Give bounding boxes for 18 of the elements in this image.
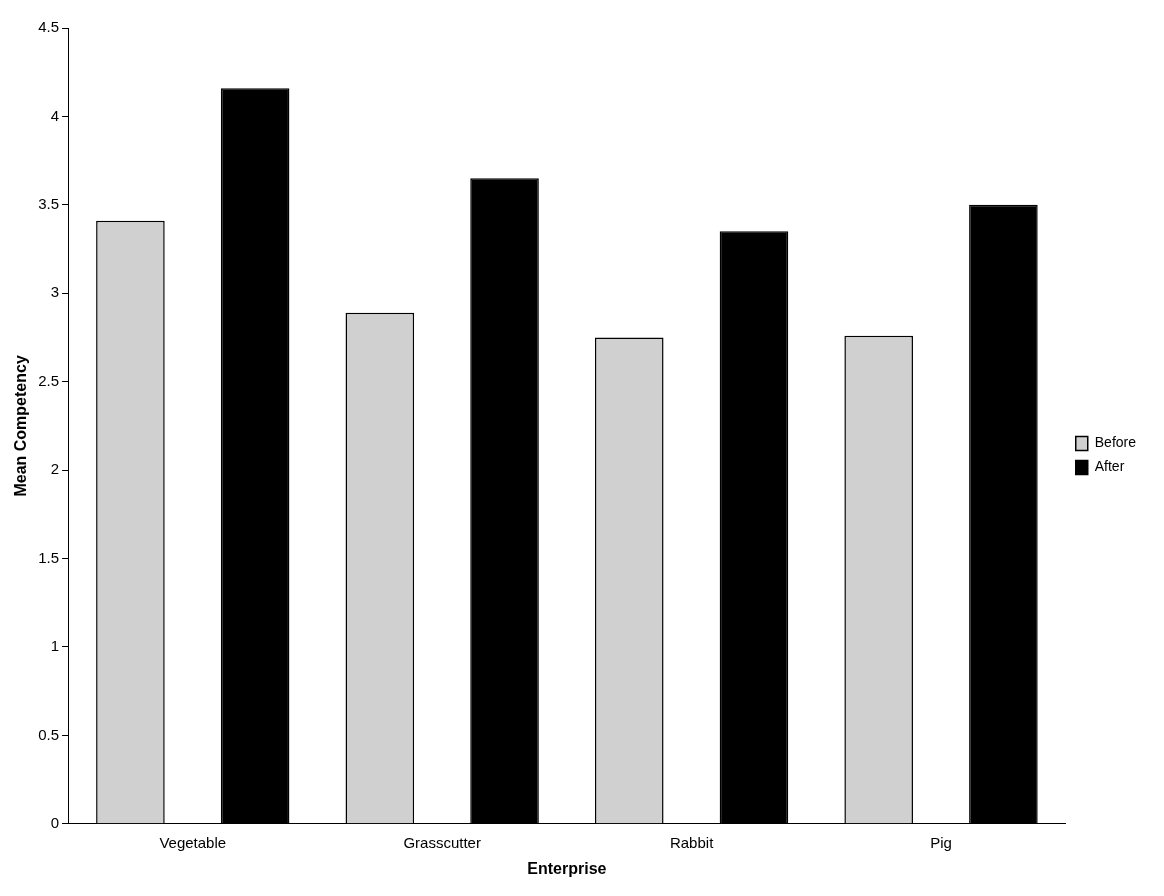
y-tick-label: 2: [50, 460, 60, 478]
y-tick-label: 3.5: [38, 194, 60, 212]
y-tick-label: 1: [50, 637, 60, 655]
y-axis-title: Mean Competency: [12, 355, 30, 497]
y-tick-label: 0.5: [38, 725, 60, 743]
x-tick-label: Rabbit: [669, 833, 715, 851]
y-tick-label: 4: [50, 106, 60, 124]
y-tick-label: 1.5: [38, 548, 60, 566]
x-tick-label: Vegetable: [159, 833, 227, 851]
x-tick-label: Pig: [930, 833, 952, 851]
legend-label: After: [1094, 458, 1125, 475]
y-tick-label: 0: [50, 813, 60, 831]
y-tick-label: 4.5: [38, 18, 60, 36]
x-axis-title: Enterprise: [527, 859, 607, 877]
legend-label: Before: [1094, 434, 1137, 451]
y-tick-label: 3: [50, 283, 60, 301]
x-tick-label: Grasscutter: [403, 833, 481, 851]
y-tick-label: 2.5: [38, 371, 60, 389]
